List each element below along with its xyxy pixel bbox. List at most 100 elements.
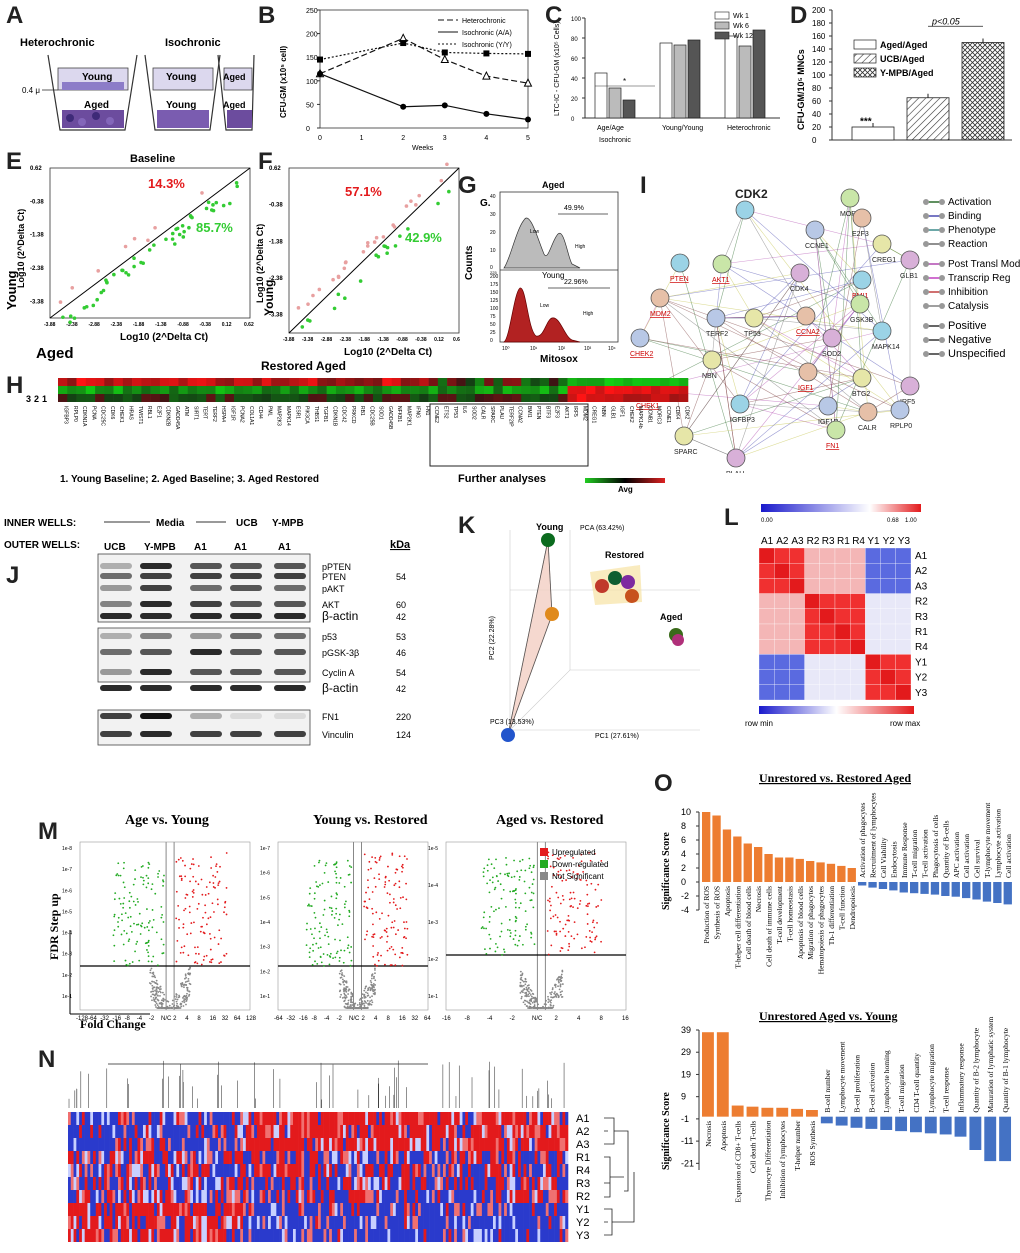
- m-pt-ns: [158, 1002, 161, 1005]
- n-cell: [204, 1203, 208, 1216]
- d-ytick: 60: [812, 97, 821, 106]
- j-band: [230, 613, 262, 619]
- m-pt-up: [183, 909, 185, 912]
- m-xtick: 32: [222, 1016, 229, 1022]
- n-cell: [137, 1138, 141, 1151]
- m-pt-down: [307, 904, 309, 907]
- chartF-pt-green: [382, 244, 386, 248]
- d-bar-2: [961, 42, 1005, 141]
- m-pt-down: [137, 923, 140, 926]
- j-band-label-7: Cyclin A: [322, 668, 355, 678]
- n-cell: [398, 1112, 402, 1125]
- h-gene: PTEN: [535, 406, 541, 420]
- m-pt-ns: [343, 990, 345, 993]
- m-pt-ns: [557, 985, 559, 988]
- c-ytick: 20: [571, 97, 578, 103]
- m-pt-down: [513, 859, 515, 862]
- m-pt-down: [317, 885, 320, 888]
- n-cell: [334, 1203, 338, 1216]
- n-cell: [473, 1112, 477, 1125]
- m-pt-ns: [343, 1000, 345, 1003]
- m-pt-down: [127, 940, 130, 942]
- h-gene: MAP2K3: [276, 406, 282, 426]
- n-cell: [293, 1203, 297, 1216]
- chartE-pt-green: [132, 256, 136, 261]
- n-cell: [101, 1125, 105, 1138]
- m-pt-up: [197, 883, 200, 886]
- n-cell: [101, 1190, 105, 1203]
- n-cell: [443, 1203, 447, 1216]
- n-cell: [254, 1229, 258, 1242]
- j-band: [274, 649, 306, 655]
- n-cell: [176, 1164, 180, 1177]
- n-cell: [493, 1216, 497, 1229]
- n-cell: [301, 1138, 305, 1151]
- n-cell: [443, 1177, 447, 1190]
- h-cell: [261, 394, 272, 402]
- n-cell: [276, 1229, 280, 1242]
- m-pt-ns: [534, 996, 537, 999]
- b-point: [317, 70, 323, 77]
- i-node-glb1: [900, 250, 920, 270]
- m-pt-down: [140, 876, 142, 879]
- l-row: A3: [915, 581, 928, 592]
- m-xlabel: Fold Change: [80, 1017, 146, 1031]
- chartO2-bar: [939, 1116, 952, 1135]
- m-pt-ns: [154, 976, 157, 979]
- k-point-restored-2: [608, 571, 622, 585]
- f-pct-down: 42.9%: [405, 230, 442, 245]
- n-cell: [295, 1216, 299, 1229]
- n-cell: [462, 1229, 466, 1242]
- b-ylabel: CFU-GM (x10⁵ cell): [279, 45, 288, 118]
- h-cell: [95, 386, 105, 394]
- m-pt-ns: [189, 983, 192, 986]
- m-pt-ns: [187, 972, 190, 975]
- n-cell: [312, 1190, 316, 1203]
- n-cell: [470, 1151, 474, 1164]
- chartF-pt-red: [404, 204, 409, 208]
- m-pt-ns: [374, 991, 376, 994]
- n-cell: [459, 1216, 463, 1229]
- j-band: [274, 601, 306, 607]
- m-pt-up: [547, 857, 549, 860]
- n-cell: [87, 1125, 91, 1138]
- h-cell: [373, 386, 383, 394]
- n-cell: [512, 1229, 516, 1242]
- h-cell: [298, 378, 309, 386]
- n-cell: [295, 1164, 299, 1177]
- n-cell: [118, 1151, 122, 1164]
- m-pt-ns: [183, 999, 185, 1002]
- m-ylabel: FDR Step up: [47, 893, 61, 960]
- h-cell: [104, 394, 114, 402]
- n-cell: [298, 1216, 302, 1229]
- n-cell: [231, 1164, 235, 1177]
- n-cell: [240, 1177, 244, 1190]
- m-pt-ns: [164, 998, 166, 1001]
- h-cell: [511, 378, 522, 386]
- chartO1-bar: [816, 862, 825, 882]
- volcano-m: Age vs. Young-128 -64 -32 -16 -8 -4 -2 N/C 2 4 8 16…: [47, 813, 629, 1031]
- n-cell: [440, 1190, 444, 1203]
- n-cell: [193, 1190, 197, 1203]
- m-pt-down: [317, 861, 320, 864]
- n-cell: [476, 1164, 480, 1177]
- n-cell: [498, 1177, 502, 1190]
- n-cell: [198, 1229, 202, 1242]
- chartO1-bar: [951, 882, 960, 897]
- n-cell: [351, 1138, 355, 1151]
- m-pt-down: [319, 956, 322, 958]
- n-cell: [104, 1190, 108, 1203]
- n-cell: [112, 1190, 116, 1203]
- m-pt-ns: [176, 998, 179, 1001]
- h-cell: [391, 378, 402, 386]
- n-cell: [531, 1177, 535, 1190]
- n-cell: [76, 1190, 80, 1203]
- m-pt-down: [138, 912, 141, 915]
- n-cell: [484, 1125, 488, 1138]
- n-cell: [465, 1229, 469, 1242]
- n-cell: [293, 1177, 297, 1190]
- n-cell: [245, 1138, 249, 1151]
- n-cell: [215, 1190, 219, 1203]
- l-row: Y3: [915, 688, 928, 699]
- n-cell: [81, 1151, 85, 1164]
